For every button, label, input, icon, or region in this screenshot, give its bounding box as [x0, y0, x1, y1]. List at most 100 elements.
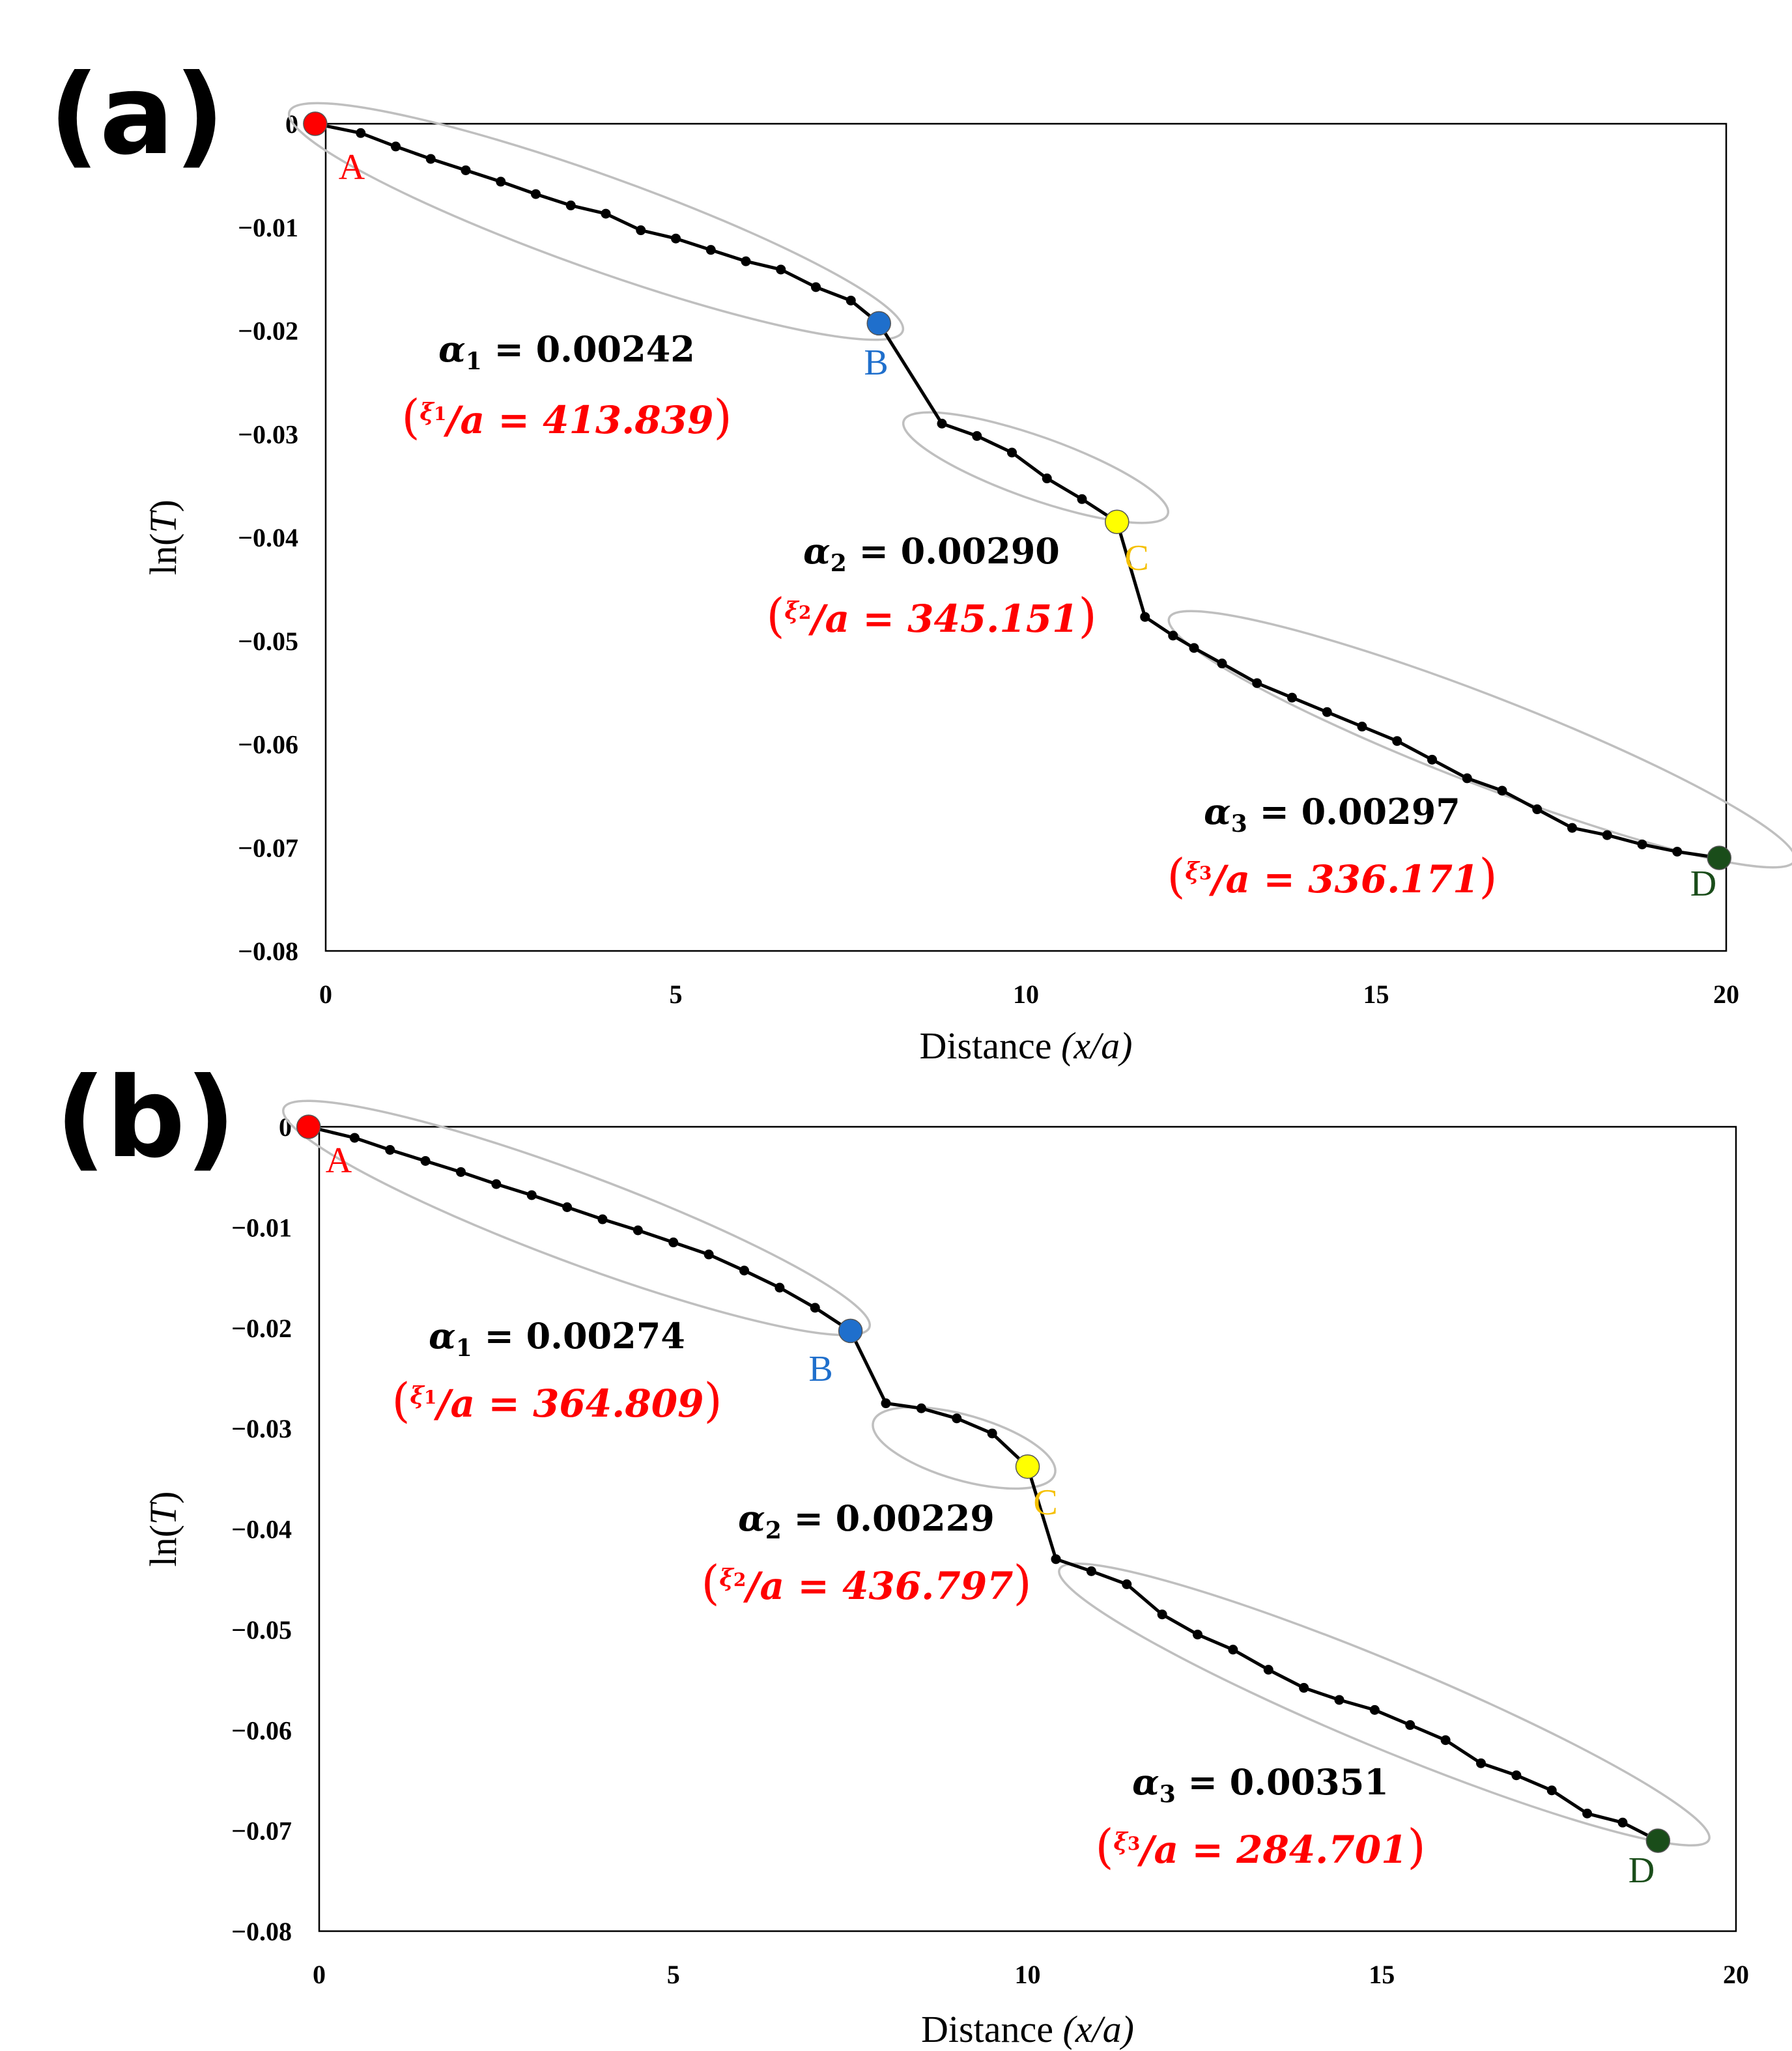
data-point	[1567, 823, 1577, 833]
key-point-label-d: D	[1628, 1850, 1655, 1891]
data-point	[811, 282, 821, 292]
data-point	[1546, 1785, 1557, 1796]
regime-ellipse-1	[282, 1099, 871, 1337]
y-tick-label: −0.02	[238, 317, 298, 346]
key-point-d	[1645, 1828, 1671, 1853]
key-point-label-c: C	[1033, 1482, 1057, 1523]
alpha-value: = 0.00274	[472, 1315, 685, 1357]
xi-value: /a = 345.151	[808, 597, 1078, 641]
xi-value: /a = 364.809	[433, 1381, 704, 1426]
data-point	[1334, 1695, 1344, 1705]
y-axis-label-var: T	[142, 510, 184, 533]
data-point	[1322, 707, 1332, 717]
key-point-b	[866, 311, 891, 336]
data-point	[496, 177, 506, 187]
data-point	[1462, 773, 1472, 784]
xi-subscript: 2	[799, 602, 811, 623]
x-tick-label: 10	[1013, 980, 1039, 1009]
x-tick-labels: 0 5 10 15 20	[319, 980, 1739, 1009]
alpha-subscript: 1	[456, 1335, 472, 1362]
data-point	[668, 1238, 679, 1248]
panel-label: (b)	[55, 1054, 236, 1183]
data-point	[952, 1413, 962, 1424]
data-point	[704, 1249, 714, 1260]
y-tick-label: −0.04	[231, 1515, 292, 1544]
x-axis-label-var: (x/a)	[1062, 2008, 1134, 2050]
y-tick-label: −0.05	[238, 627, 298, 656]
xi-open-paren: (	[701, 1555, 719, 1610]
xi-subscript: 1	[434, 403, 446, 425]
y-tick-label: −0.06	[231, 1716, 292, 1745]
x-tick-labels: 0 5 10 15 20	[313, 1960, 1749, 1989]
alpha-symbol: α	[1132, 1761, 1159, 1803]
x-tick-label: 0	[313, 1960, 326, 1989]
xi-symbol: ξ	[1186, 858, 1201, 885]
data-point	[1357, 722, 1367, 732]
data-point	[601, 208, 611, 219]
annotations: α1 = 0.00274(ξ1/a = 364.809)α2 = 0.00229…	[391, 1315, 1425, 1874]
key-point-d	[1707, 845, 1731, 870]
alpha-symbol: α	[429, 1315, 456, 1357]
y-tick-label: −0.03	[238, 419, 298, 449]
x-tick-label: 15	[1363, 980, 1389, 1009]
data-point	[1140, 612, 1150, 622]
data-point	[1602, 830, 1612, 840]
data-point	[1086, 1566, 1096, 1576]
y-tick-label: −0.04	[238, 523, 298, 552]
y-tick-labels: 0 −0.01 −0.02 −0.03 −0.04 −0.05 −0.06 −0.07 −0.0…	[231, 1112, 292, 1946]
y-tick-label: −0.02	[231, 1314, 292, 1343]
xi-subscript: 3	[1199, 862, 1212, 884]
xi-open-paren: (	[1095, 1819, 1113, 1874]
alpha-value: = 0.00242	[482, 328, 695, 370]
data-point	[741, 256, 751, 266]
data-point	[881, 1398, 891, 1409]
y-tick-label: −0.08	[238, 937, 298, 966]
xi-symbol: ξ	[420, 399, 435, 426]
data-point	[1287, 692, 1297, 703]
x-tick-label: 20	[1713, 980, 1739, 1009]
y-tick-label: −0.07	[238, 833, 298, 862]
data-point	[1637, 839, 1647, 849]
xi-open-paren: (	[401, 389, 420, 444]
xi-symbol: ξ	[785, 597, 800, 625]
chart-panel-a: (a) 0 −0.01 −0.02 −0.03 −0.04 −0.05 −0.06 −0.07 −…	[49, 51, 1792, 1067]
xi-open-paren: (	[1167, 849, 1185, 903]
xi-open-paren: (	[391, 1373, 410, 1428]
xi-symbol: ξ	[720, 1564, 735, 1592]
y-axis-label: ln(T)	[142, 1491, 184, 1566]
regime-ellipses	[282, 1099, 1711, 1847]
data-point	[1051, 1554, 1061, 1564]
data-point	[562, 1202, 573, 1212]
regime-ellipse-2	[872, 1406, 1057, 1490]
y-tick-label: −0.07	[231, 1817, 292, 1846]
data-point	[349, 1133, 360, 1143]
data-point	[972, 431, 982, 441]
y-tick-label: −0.08	[231, 1917, 292, 1946]
y-tick-label: −0.03	[231, 1414, 292, 1443]
key-point-a	[296, 1114, 321, 1139]
xi-value: /a = 436.797	[743, 1564, 1013, 1608]
data-point	[456, 1167, 466, 1177]
data-point	[636, 225, 646, 236]
data-point	[1617, 1817, 1628, 1828]
regime-ellipse-2	[902, 411, 1170, 524]
alpha-subscript: 3	[1159, 1781, 1176, 1808]
key-points: A B C D	[296, 1114, 1671, 1891]
x-axis-label-text: Distance	[920, 1025, 1061, 1067]
x-tick-label: 5	[667, 1960, 680, 1989]
data-point	[1042, 474, 1052, 484]
xi-close-paren: )	[1013, 1555, 1031, 1610]
xi-close-paren: )	[1407, 1819, 1425, 1874]
xi-close-paren: )	[1479, 849, 1497, 903]
data-point	[597, 1214, 608, 1224]
data-point	[391, 141, 401, 152]
y-axis-label-var: T	[142, 1501, 184, 1525]
xi-value: /a = 336.171	[1208, 857, 1479, 901]
alpha-symbol: α	[438, 328, 466, 370]
x-tick-label: 10	[1015, 1960, 1041, 1989]
x-tick-label: 15	[1369, 1960, 1395, 1989]
data-point	[1672, 847, 1683, 857]
x-axis-label: Distance (x/a)	[921, 2008, 1134, 2050]
xi-annotation-1: (ξ1/a = 413.839)	[401, 389, 732, 444]
